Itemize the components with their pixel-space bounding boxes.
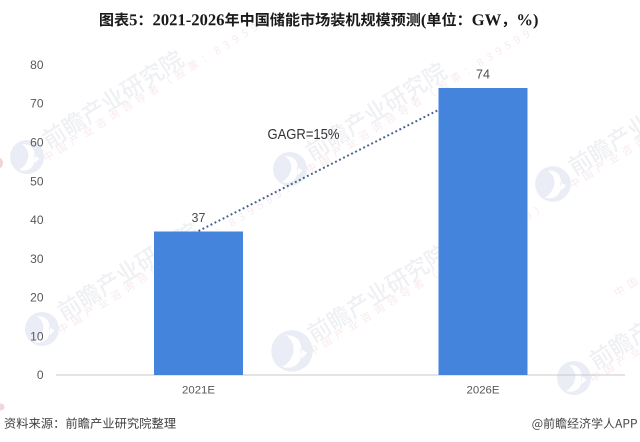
svg-text:2026E: 2026E — [467, 384, 500, 396]
svg-text:50: 50 — [30, 174, 44, 188]
svg-text:70: 70 — [30, 97, 44, 111]
svg-text:60: 60 — [30, 136, 44, 150]
svg-text:20: 20 — [30, 291, 44, 305]
svg-text:74: 74 — [476, 68, 490, 82]
svg-text:30: 30 — [30, 252, 44, 266]
svg-text:10: 10 — [30, 329, 44, 343]
svg-text:GAGR=15%: GAGR=15% — [268, 126, 340, 143]
svg-text:0: 0 — [37, 368, 44, 382]
svg-text:80: 80 — [30, 58, 44, 72]
svg-text:37: 37 — [192, 211, 206, 225]
svg-text:2021E: 2021E — [182, 384, 215, 396]
svg-text:40: 40 — [30, 213, 44, 227]
